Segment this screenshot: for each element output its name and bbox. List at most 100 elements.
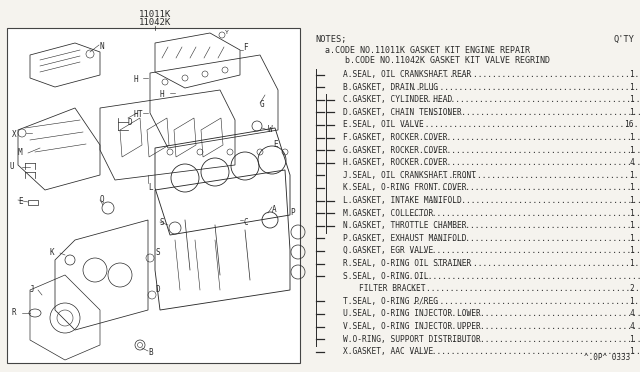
Text: J: J (30, 285, 35, 294)
Text: T: T (138, 110, 143, 119)
Text: ..............................................................: ........................................… (404, 272, 640, 280)
Text: ............................................................: ........................................… (412, 83, 640, 92)
Text: .............................................................: ........................................… (408, 246, 640, 256)
Text: ....................................................: ........................................… (439, 171, 640, 180)
Text: .............................................................: ........................................… (408, 209, 640, 218)
Text: H.GASKET, ROCKER COVER: H.GASKET, ROCKER COVER (343, 158, 447, 167)
Text: ......................................................: ........................................… (432, 221, 640, 230)
Text: D: D (128, 118, 132, 127)
Text: K: K (50, 248, 54, 257)
Bar (7, 28, 300, 363)
Text: a.CODE NO.11011K GASKET KIT ENGINE REPAIR: a.CODE NO.11011K GASKET KIT ENGINE REPAI… (325, 46, 530, 55)
Text: ...............................................................: ........................................… (401, 121, 640, 129)
Text: .......................................................: ........................................… (429, 108, 640, 117)
Text: 1: 1 (629, 196, 634, 205)
Text: b.CODE NO.11042K GASKET KIT VALVE REGRIND: b.CODE NO.11042K GASKET KIT VALVE REGRIN… (335, 56, 550, 65)
Text: FILTER BRACKET: FILTER BRACKET (359, 284, 426, 293)
Text: C: C (243, 218, 248, 227)
Text: R.SEAL, O-RING OIL STRAINER: R.SEAL, O-RING OIL STRAINER (343, 259, 471, 268)
Text: 11042K: 11042K (139, 18, 171, 27)
Text: U: U (10, 162, 15, 171)
Text: S: S (155, 248, 159, 257)
Text: F: F (243, 43, 248, 52)
Text: 1: 1 (629, 108, 634, 117)
Text: .....................................................: ........................................… (435, 259, 640, 268)
Text: A.SEAL, OIL CRANKSHAFT REAR: A.SEAL, OIL CRANKSHAFT REAR (343, 70, 471, 79)
Text: A: A (272, 205, 276, 214)
Text: P.GASKET, EXHAUST MANIFOLD: P.GASKET, EXHAUST MANIFOLD (343, 234, 467, 243)
Text: 1: 1 (629, 70, 634, 79)
Text: 1: 1 (629, 183, 634, 192)
Text: P: P (290, 208, 294, 217)
Text: 1: 1 (629, 221, 634, 230)
Text: ..........................................................: ........................................… (419, 158, 640, 167)
Text: 2: 2 (629, 284, 634, 293)
Text: E: E (18, 197, 22, 206)
Text: N.GASKET, THROTTLE CHAMBER: N.GASKET, THROTTLE CHAMBER (343, 221, 467, 230)
Text: 1: 1 (629, 171, 634, 180)
Text: B: B (148, 348, 152, 357)
Text: N: N (100, 42, 104, 51)
Text: V.SEAL, O-RING INJECTOR UPPER: V.SEAL, O-RING INJECTOR UPPER (343, 322, 481, 331)
Text: D: D (155, 285, 159, 294)
Text: M.GASKET, COLLECTOR: M.GASKET, COLLECTOR (343, 209, 433, 218)
Text: C.GASKET, CYLINDER HEAD: C.GASKET, CYLINDER HEAD (343, 95, 452, 104)
Text: ..........................................................: ........................................… (419, 133, 640, 142)
Text: ......................................................: ........................................… (432, 183, 640, 192)
Text: ......................................................: ........................................… (432, 234, 640, 243)
Text: J.SEAL, OIL CRANKSHAFT FRONT: J.SEAL, OIL CRANKSHAFT FRONT (343, 171, 476, 180)
Text: 1: 1 (629, 95, 634, 104)
Text: .......................................................: ........................................… (429, 196, 640, 205)
Text: NOTES;: NOTES; (315, 35, 346, 44)
Text: S: S (160, 218, 164, 227)
Text: 1: 1 (629, 209, 634, 218)
Text: 1: 1 (629, 246, 634, 256)
Text: Y: Y (225, 30, 228, 35)
Text: M: M (18, 148, 22, 157)
Text: L: L (148, 183, 152, 192)
Text: K.SEAL, O-RING FRONT COVER: K.SEAL, O-RING FRONT COVER (343, 183, 467, 192)
Text: 11011K: 11011K (139, 10, 171, 19)
Text: F.GASKET, ROCKER COVER: F.GASKET, ROCKER COVER (343, 133, 447, 142)
Text: T.SEAL, O-RING P/REG: T.SEAL, O-RING P/REG (343, 297, 438, 306)
Bar (28, 200, 38, 205)
Text: X: X (12, 130, 17, 139)
Text: ............................................................: ........................................… (412, 297, 640, 306)
Text: 4: 4 (629, 322, 634, 331)
Text: .....................................................: ........................................… (435, 70, 640, 79)
Text: E: E (273, 140, 278, 149)
Text: Q.GASKET, EGR VALVE: Q.GASKET, EGR VALVE (343, 246, 433, 256)
Text: U.SEAL, O-RING INJECTOR LOWER: U.SEAL, O-RING INJECTOR LOWER (343, 310, 481, 318)
Text: W.O-RING, SUPPORT DISTRIBUTOR: W.O-RING, SUPPORT DISTRIBUTOR (343, 334, 481, 344)
Text: 16: 16 (625, 121, 634, 129)
Text: 1: 1 (629, 133, 634, 142)
Text: .............................................................: ........................................… (408, 347, 640, 356)
Text: E.SEAL, OIL VALVE: E.SEAL, OIL VALVE (343, 121, 424, 129)
Text: 1: 1 (629, 234, 634, 243)
Text: L.GASKET, INTAKE MANIFOLD: L.GASKET, INTAKE MANIFOLD (343, 196, 461, 205)
Text: 4: 4 (629, 158, 634, 167)
Text: 1: 1 (629, 297, 634, 306)
Text: H: H (133, 110, 138, 119)
Text: 4: 4 (629, 310, 634, 318)
Text: Q'TY: Q'TY (613, 35, 634, 44)
Text: R: R (12, 308, 17, 317)
Text: 1: 1 (629, 347, 634, 356)
Text: .........................................................: ........................................… (422, 95, 640, 104)
Text: H: H (160, 90, 164, 99)
Text: 1: 1 (629, 334, 634, 344)
Text: S.SEAL, O-RING OIL: S.SEAL, O-RING OIL (343, 272, 429, 280)
Text: W: W (268, 125, 273, 134)
Text: ...................................................: ........................................… (442, 334, 640, 344)
Text: ..............................................................: ........................................… (407, 284, 640, 293)
Text: G: G (260, 100, 264, 109)
Text: G.GASKET, ROCKER COVER: G.GASKET, ROCKER COVER (343, 145, 447, 155)
Text: X.GASKET, AAC VALVE: X.GASKET, AAC VALVE (343, 347, 433, 356)
Text: D.GASKET, CHAIN TENSIONER: D.GASKET, CHAIN TENSIONER (343, 108, 461, 117)
Text: B.GASKET, DRAIN PLUG: B.GASKET, DRAIN PLUG (343, 83, 438, 92)
Text: 1: 1 (629, 259, 634, 268)
Text: Q: Q (100, 195, 104, 204)
Text: ...................................................: ........................................… (442, 310, 640, 318)
Text: ...................................................: ........................................… (442, 322, 640, 331)
Text: 1: 1 (629, 145, 634, 155)
